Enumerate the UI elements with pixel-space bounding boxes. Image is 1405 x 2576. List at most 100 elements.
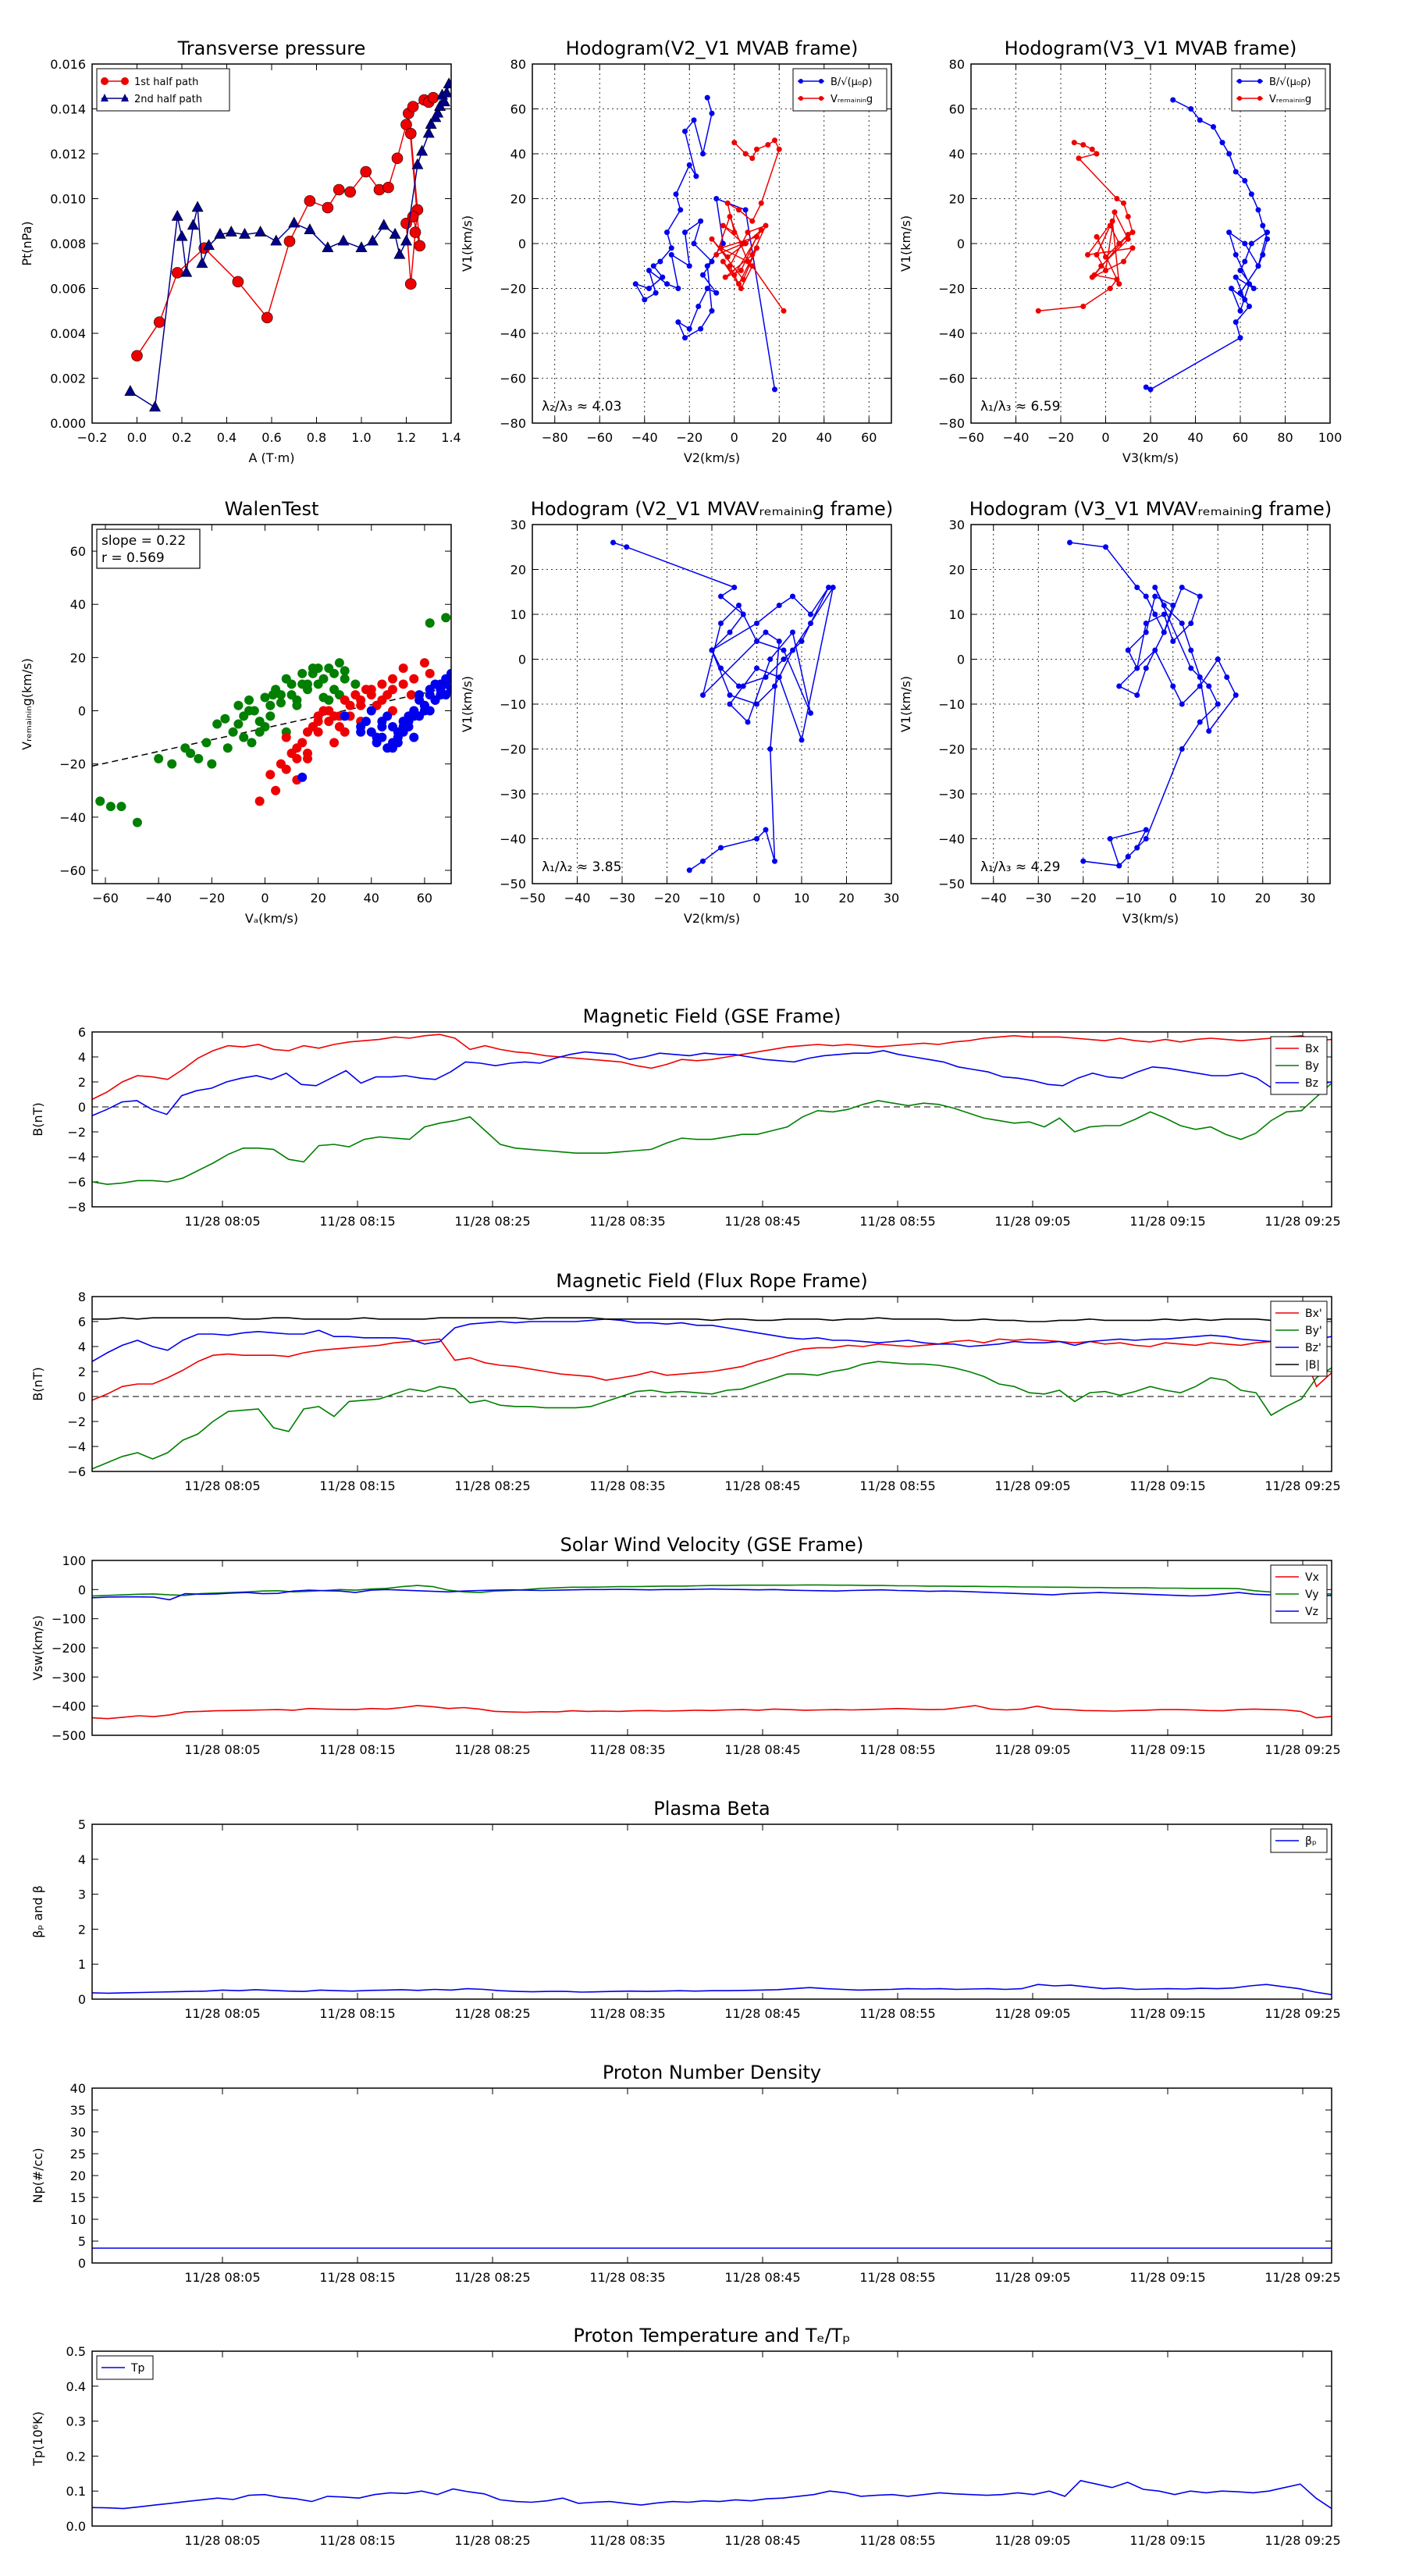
series-line (92, 1584, 1332, 1597)
y-tick-label: 10 (949, 607, 965, 622)
data-point (727, 629, 733, 635)
slope-label: slope = 0.22 (101, 533, 186, 549)
data-point (742, 240, 749, 247)
data-point (1197, 683, 1203, 689)
data-point (1129, 229, 1136, 236)
data-point (758, 200, 764, 206)
legend-marker (1237, 96, 1242, 101)
y-tick-label: −4 (67, 1439, 86, 1454)
data-point (724, 200, 731, 206)
data-point (260, 692, 270, 703)
data-point (356, 727, 366, 737)
y-tick-label: 0.006 (50, 282, 86, 297)
y-tick-label: −500 (52, 1728, 86, 1743)
data-point (1188, 621, 1194, 626)
series-line (92, 1083, 1332, 1186)
data-point (377, 679, 387, 689)
data-point (727, 263, 733, 269)
x-tick-label: 10 (1210, 891, 1225, 906)
y-axis-label: V1(km/s) (898, 215, 913, 272)
data-point (1094, 151, 1100, 157)
data-point (1170, 683, 1176, 689)
y-tick-label: −8 (67, 1200, 86, 1215)
y-tick-label: 0 (518, 237, 526, 251)
x-tick-label: 30 (884, 891, 899, 906)
y-tick-label: −20 (500, 282, 526, 297)
data-point (754, 639, 759, 644)
data-point (1179, 585, 1185, 590)
plot-frame (970, 63, 1331, 424)
data-point (1179, 701, 1185, 707)
data-point (763, 629, 769, 635)
y-tick-label: 6 (78, 1025, 86, 1040)
plot-frame (91, 1560, 1332, 1736)
data-point (340, 674, 350, 684)
time-tick-label: 11/28 08:55 (859, 2533, 935, 2548)
data-point (414, 240, 426, 252)
data-point (148, 400, 162, 412)
x-tick-label: 60 (417, 891, 432, 906)
data-point (438, 95, 450, 107)
data-point (686, 867, 692, 873)
data-point (324, 706, 334, 716)
data-point (391, 152, 404, 165)
data-point (171, 209, 183, 221)
plot-area (92, 1317, 1332, 1470)
data-point (740, 683, 746, 689)
time-tick-label: 11/28 08:15 (319, 2006, 395, 2021)
y-tick-label: 0.2 (66, 2449, 86, 2464)
data-point (1242, 297, 1248, 303)
data-point (1232, 274, 1239, 280)
data-point (1143, 629, 1149, 635)
data-point (1112, 209, 1118, 215)
x-tick-label: 0.6 (261, 430, 281, 445)
data-point (776, 603, 782, 608)
x-tick-label: −40 (980, 891, 1007, 906)
data-point (754, 665, 759, 671)
data-point (116, 802, 126, 812)
chart-walen: −60 −40 −20 0 20 40 60 −60 −40 −20 0 20 40 60 WalenTes… (20, 498, 452, 926)
y-tick-label: 0 (518, 653, 526, 667)
data-point (176, 229, 188, 241)
data-point (727, 692, 733, 698)
plot-frame (91, 63, 452, 424)
plot-frame (91, 2350, 1332, 2527)
data-point (682, 229, 688, 236)
data-point (749, 251, 756, 258)
y-tick-label: −300 (52, 1670, 86, 1685)
y-tick-label: 0 (78, 704, 86, 719)
y-tick-label: −50 (500, 877, 526, 891)
x-axis-label: V3(km/s) (1122, 450, 1179, 465)
x-tick-label: 0.4 (217, 430, 237, 445)
time-tick-label: 11/28 09:25 (1264, 1214, 1340, 1229)
chart-np: 0 5 10 15 20 25 30 35 40 11/28 08:05 11/28 08:15 11… (30, 2062, 1341, 2285)
y-tick-label: 0.1 (66, 2484, 86, 2499)
chart-title: Hodogram(V2_V1 MVAB frame) (566, 37, 859, 59)
time-tick-label: 11/28 09:15 (1129, 2533, 1205, 2548)
data-point (409, 674, 419, 684)
data-point (1107, 222, 1113, 229)
data-point (763, 674, 769, 680)
x-tick-label: 40 (364, 891, 379, 906)
x-tick-label: −20 (1048, 430, 1074, 445)
data-point (664, 229, 670, 236)
data-point (276, 698, 286, 708)
y-tick-label: −30 (500, 787, 526, 802)
legend-marker (819, 79, 823, 84)
data-point (1116, 281, 1122, 287)
data-point (361, 717, 371, 727)
data-point (1237, 290, 1243, 296)
data-point (742, 207, 749, 213)
data-point (713, 251, 720, 258)
data-point (704, 94, 710, 101)
legend-label: By (1305, 1060, 1319, 1073)
data-point (329, 738, 340, 748)
x-axis-label: V3(km/s) (1122, 911, 1179, 926)
data-point (222, 743, 233, 753)
plot-area (124, 77, 451, 412)
plot-frame (91, 524, 452, 884)
x-axis-label: V2(km/s) (684, 911, 740, 926)
data-point (378, 219, 390, 230)
x-tick-label: 0 (1101, 430, 1109, 445)
y-tick-label: 0.3 (66, 2414, 86, 2429)
